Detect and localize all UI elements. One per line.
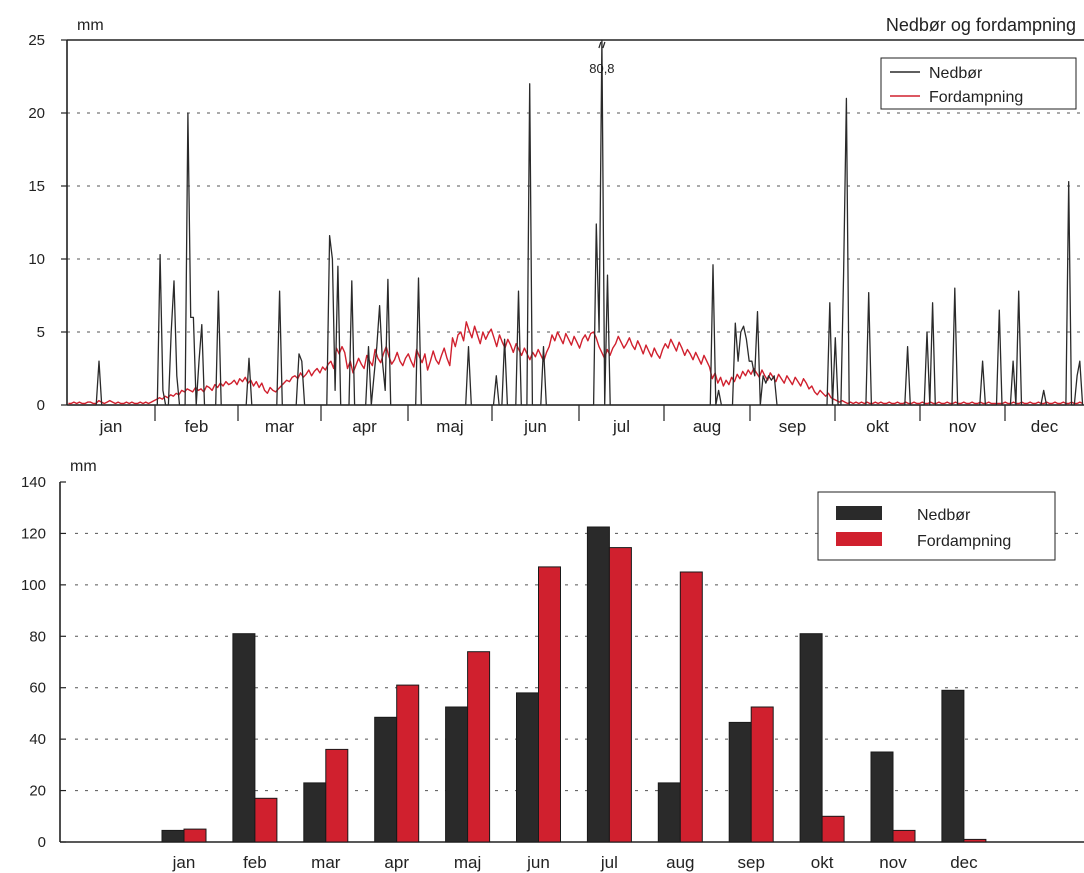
- y-tick-label: 20: [28, 105, 45, 122]
- month-label-nov: nov: [949, 417, 977, 436]
- y-tick-label: 5: [37, 324, 45, 341]
- monthly-chart-month-labels: jan feb mar apr maj jun jul aug sep okt nov dec: [172, 853, 978, 872]
- bar-nedbor-jul: [586, 526, 610, 843]
- y-tick-label: 0: [37, 397, 45, 414]
- month-label-sep: sep: [737, 853, 764, 872]
- monthly-chart-y-axis-label: mm: [70, 458, 97, 475]
- daily-chart-legend: Nedbør Fordampning: [880, 57, 1077, 110]
- daily-chart-y-axis-label: mm: [77, 17, 104, 34]
- bar-fordampning-maj: [467, 651, 491, 843]
- month-label-jun: jun: [523, 417, 547, 436]
- bar-nedbor-mar: [303, 782, 327, 843]
- monthly-chart-legend: Nedbør Fordampning: [817, 491, 1056, 561]
- bar-fordampning-dec: [963, 838, 987, 843]
- month-label-nov: nov: [879, 853, 907, 872]
- month-label-sep: sep: [779, 417, 806, 436]
- bar-nedbor-apr: [374, 716, 398, 843]
- legend-label-nedbor: Nedbør: [929, 65, 983, 82]
- y-tick-label: 100: [21, 577, 46, 594]
- y-tick-label: 60: [29, 680, 46, 697]
- month-label-jul: jul: [600, 853, 618, 872]
- month-label-apr: apr: [384, 853, 409, 872]
- chart-title: Nedbør og fordampning: [886, 15, 1076, 35]
- peak-annotation: 80,8: [589, 61, 614, 76]
- bar-fordampning-jun: [538, 566, 561, 843]
- month-label-dec: dec: [1031, 417, 1059, 436]
- series-line-nedbor: [68, 39, 1084, 406]
- legend-label-fordampning: Fordampning: [929, 89, 1023, 106]
- month-label-jan: jan: [172, 853, 196, 872]
- month-label-feb: feb: [185, 417, 209, 436]
- bar-nedbor-dec: [941, 689, 965, 843]
- month-label-jun: jun: [526, 853, 550, 872]
- daily-chart: 0 5 10 15 20 25 jan feb mar apr maj jun jul aug sep ok…: [28, 15, 1084, 436]
- month-label-jul: jul: [612, 417, 630, 436]
- daily-chart-series: [68, 39, 1084, 406]
- legend-box: [880, 57, 1077, 110]
- month-label-mar: mar: [311, 853, 341, 872]
- y-tick-label: 120: [21, 525, 46, 542]
- month-label-okt: okt: [811, 853, 834, 872]
- legend-box: [817, 491, 1056, 561]
- daily-chart-grid: [67, 112, 1084, 333]
- bar-nedbor-aug: [657, 782, 681, 843]
- axis-break-mark: [602, 41, 606, 49]
- y-tick-label: 10: [28, 251, 45, 268]
- monthly-chart-bars: [161, 526, 987, 843]
- month-label-feb: feb: [243, 853, 267, 872]
- y-tick-label: 0: [38, 834, 46, 851]
- daily-chart-y-ticks: 0 5 10 15 20 25: [28, 32, 67, 414]
- bar-fordampning-jan: [183, 828, 207, 843]
- y-tick-label: 20: [29, 783, 46, 800]
- bar-nedbor-sep: [728, 721, 752, 843]
- month-label-okt: okt: [866, 417, 889, 436]
- bar-nedbor-maj: [445, 706, 469, 843]
- y-tick-label: 25: [28, 32, 45, 49]
- bar-nedbor-feb: [232, 633, 256, 843]
- legend-label-nedbor: Nedbør: [917, 507, 971, 524]
- bar-fordampning-jul: [608, 547, 632, 843]
- month-label-aug: aug: [666, 853, 694, 872]
- legend-swatch-fordampning: [836, 532, 882, 546]
- bar-fordampning-apr: [396, 684, 420, 843]
- monthly-chart-grid: [75, 532, 1084, 792]
- legend-swatch-nedbor: [836, 506, 882, 520]
- series-line-fordampning: [68, 321, 1083, 405]
- bar-fordampning-okt: [821, 815, 845, 843]
- bar-nedbor-nov: [870, 751, 894, 843]
- bar-fordampning-nov: [892, 829, 916, 843]
- axis-break-mark: [598, 41, 602, 49]
- month-label-aug: aug: [693, 417, 721, 436]
- y-tick-label: 140: [21, 474, 46, 491]
- bar-fordampning-mar: [325, 748, 349, 843]
- daily-chart-month-labels: jan feb mar apr maj jun jul aug sep okt nov dec: [99, 405, 1059, 436]
- month-label-mar: mar: [265, 417, 295, 436]
- bar-fordampning-sep: [750, 706, 774, 843]
- month-label-maj: maj: [436, 417, 463, 436]
- month-label-apr: apr: [352, 417, 377, 436]
- month-label-jan: jan: [99, 417, 123, 436]
- monthly-chart: 0 20 40 60 80 100 120 140 jan feb mar apr maj jun jul…: [21, 458, 1084, 872]
- month-label-dec: dec: [950, 853, 978, 872]
- y-tick-label: 15: [28, 178, 45, 195]
- legend-label-fordampning: Fordampning: [917, 533, 1011, 550]
- bar-fordampning-feb: [254, 797, 278, 843]
- monthly-chart-y-ticks: 0 20 40 60 80 100 120 140: [21, 474, 66, 851]
- bar-nedbor-okt: [799, 633, 823, 843]
- y-tick-label: 40: [29, 731, 46, 748]
- y-tick-label: 80: [29, 628, 46, 645]
- bar-nedbor-jan: [161, 829, 185, 843]
- bar-fordampning-aug: [679, 571, 703, 843]
- bar-nedbor-jun: [516, 692, 539, 843]
- month-label-maj: maj: [454, 853, 481, 872]
